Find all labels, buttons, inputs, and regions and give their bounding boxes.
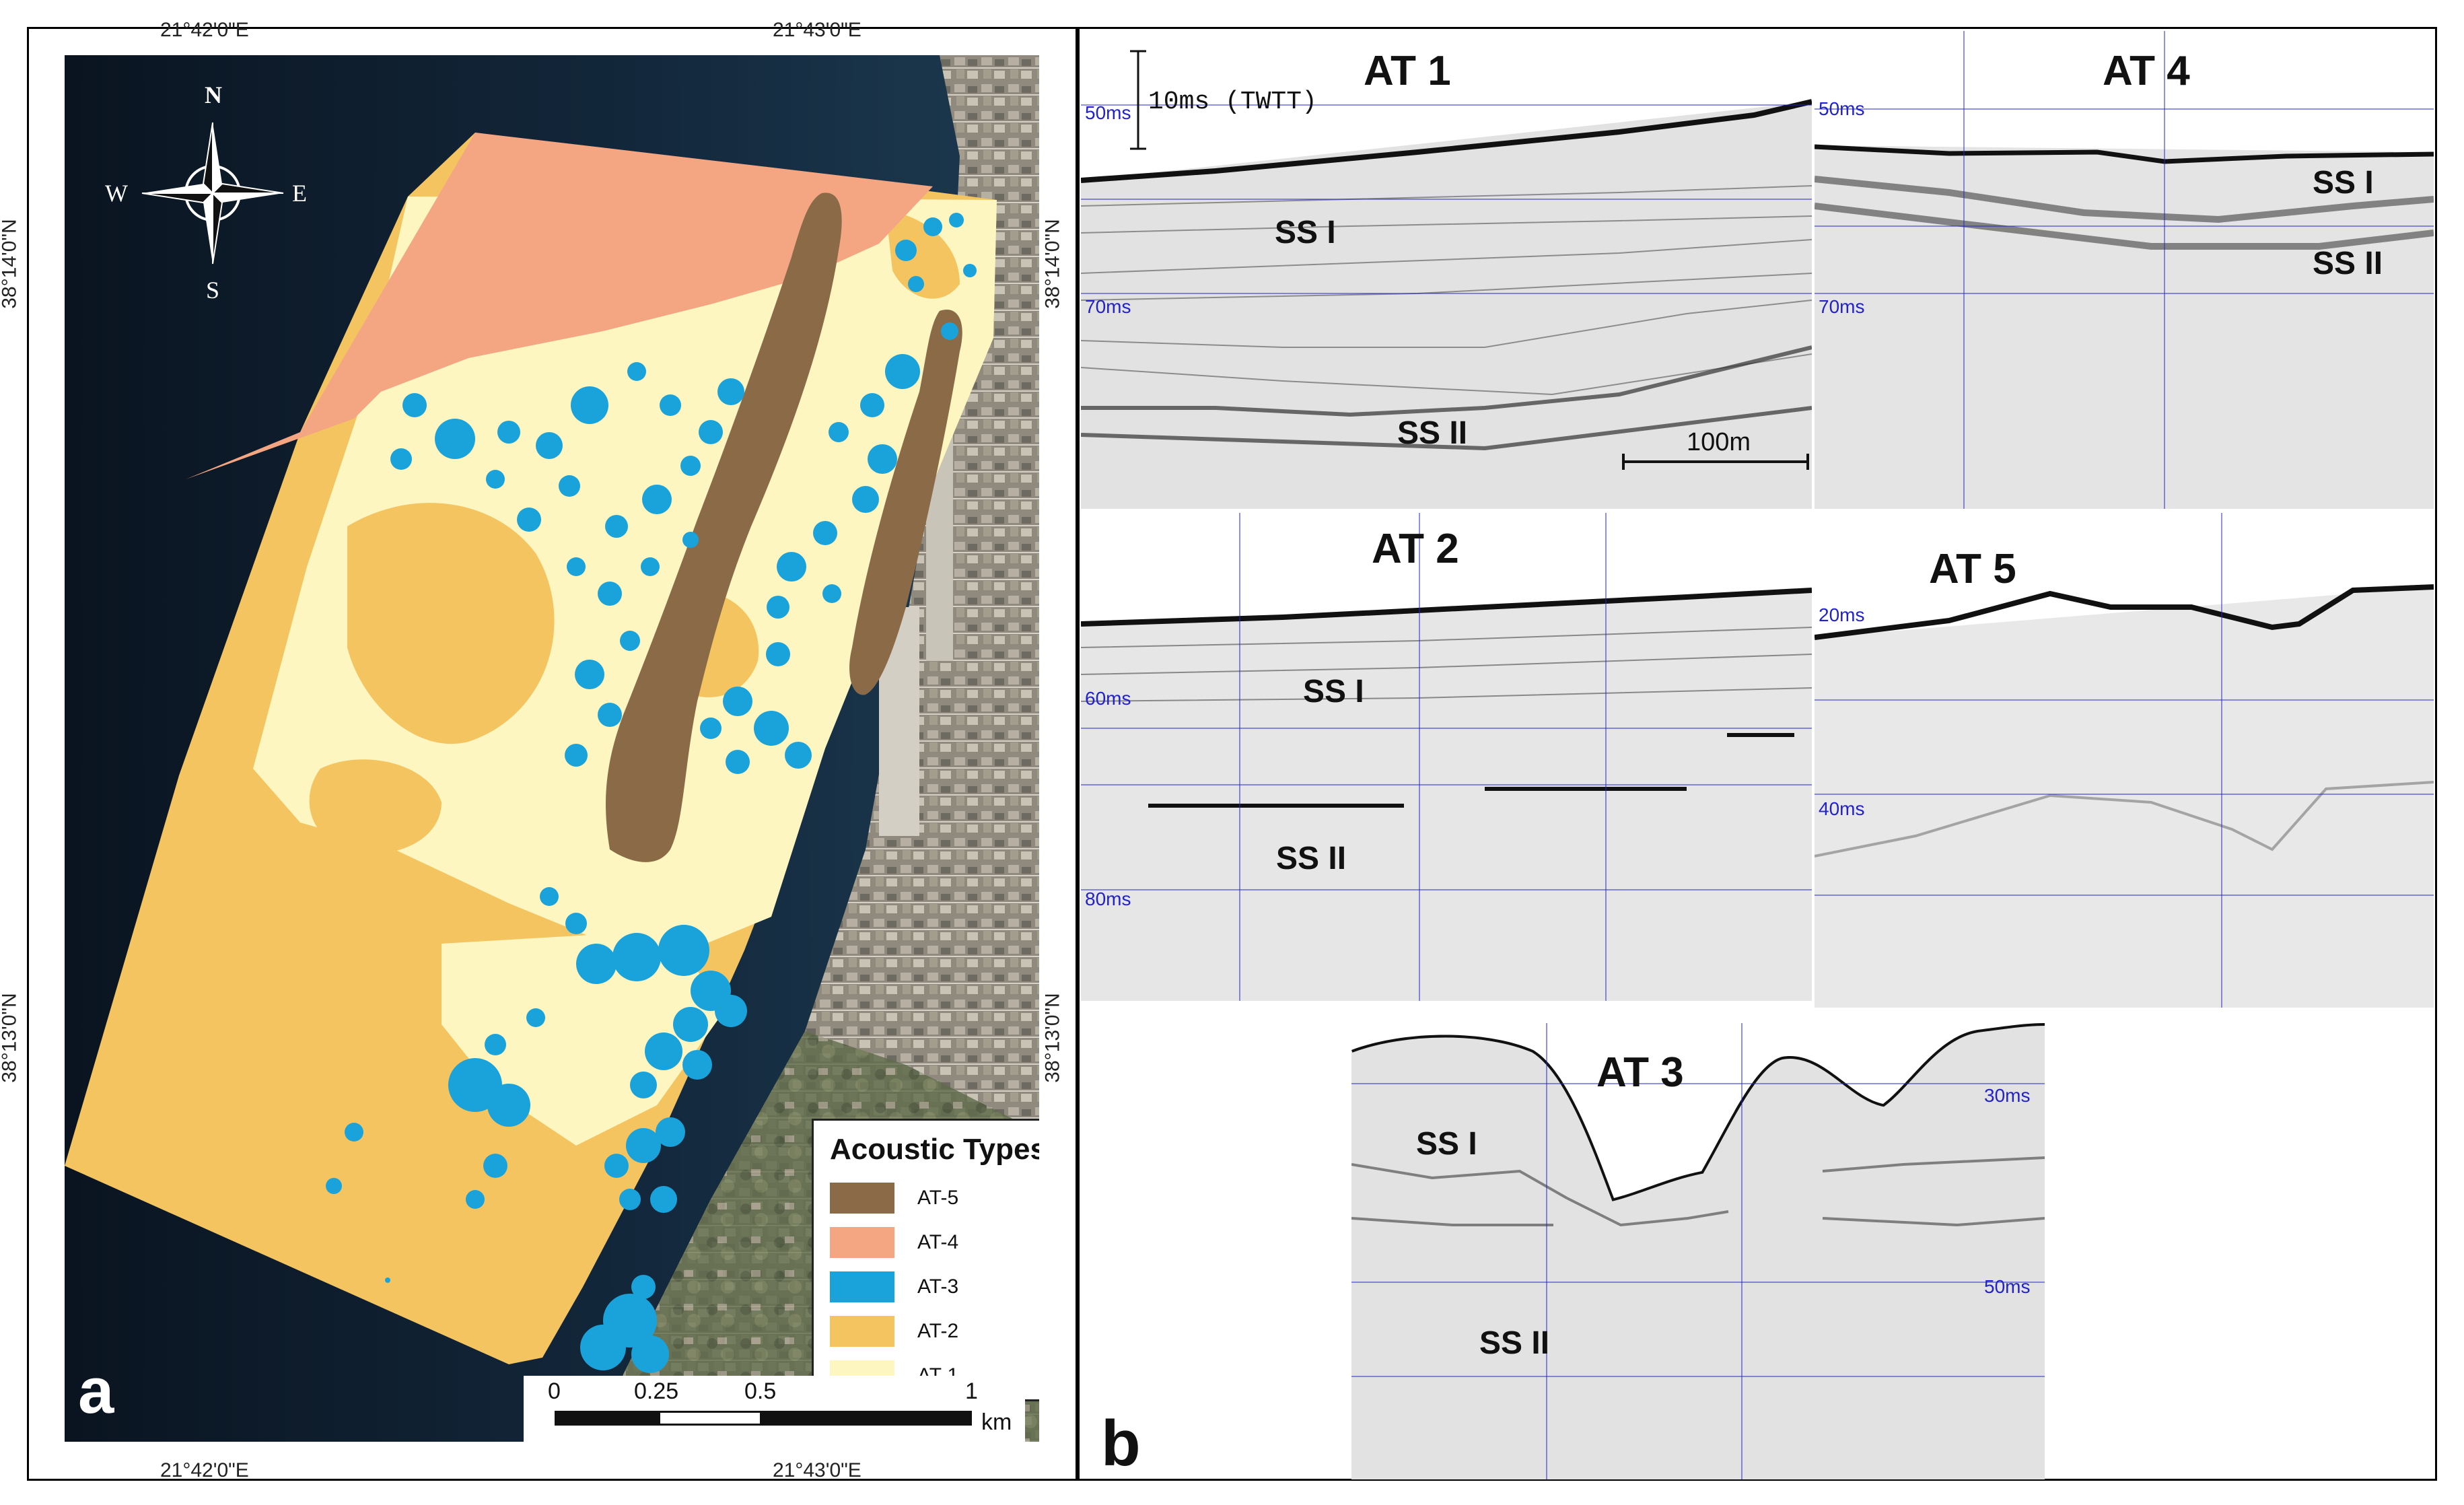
at1-zone-upper	[253, 197, 997, 964]
panel-b-frame	[1078, 27, 2437, 1481]
scale-seg-1	[555, 1411, 658, 1426]
top-lon-tick-1: 21°42'0"E	[160, 19, 249, 41]
compass-rose	[141, 122, 284, 265]
profile-at3-ss1: SS I	[1416, 1126, 1477, 1162]
at2-patch-2	[309, 759, 442, 854]
at2-patch-4	[886, 210, 960, 299]
profile-at5-ms-top: 20ms	[1819, 604, 1865, 625]
legend-label-at5: AT-5	[917, 1187, 959, 1209]
panel-a-letter: a	[78, 1355, 114, 1427]
compass-e-label: E	[292, 180, 307, 207]
legend-swatch-at4	[830, 1227, 894, 1258]
legend-label-at4: AT-4	[917, 1231, 959, 1253]
at4-zone	[186, 133, 933, 479]
profile-at3-title: AT 3	[1596, 1049, 1684, 1096]
legend-item-at5: AT-5	[830, 1176, 1039, 1220]
at2-patch-1	[347, 503, 555, 744]
compass-n-label: N	[205, 81, 222, 108]
profile-at2-ss2: SS II	[1276, 841, 1347, 876]
profile-at2: AT 2 60ms 80ms SS I SS II	[1081, 513, 1812, 1001]
profile-at1-ms-bottom: 70ms	[1085, 296, 1131, 317]
profile-at3-ms-top: 30ms	[1984, 1085, 2031, 1106]
scale-bar: 0 0.25 0.5 1 km	[524, 1376, 1025, 1443]
scale-tick-05: 0.5	[744, 1378, 777, 1404]
scale-seg-2	[658, 1411, 762, 1426]
profile-at1: AT 1 50ms 70ms 10ms (TWTT) 100m SS I SS …	[1081, 31, 1812, 509]
profile-at4-ss1: SS I	[2313, 165, 2374, 201]
profile-at5-svg	[1815, 513, 2434, 1008]
scale-tick-025: 0.25	[634, 1378, 679, 1404]
profile-at1-ss2: SS II	[1397, 415, 1468, 451]
profile-at3-ss2: SS II	[1479, 1325, 1550, 1361]
legend-item-at3: AT-3	[830, 1265, 1039, 1309]
bottom-lon-tick-2: 21°43'0"E	[773, 1459, 861, 1481]
profile-at4-ms-bottom: 70ms	[1819, 296, 1865, 317]
panel-a-frame	[27, 27, 1078, 1481]
scale-tick-1: 1	[965, 1378, 978, 1404]
compass-w-label: W	[105, 180, 128, 207]
left-lat-tick-2: 38°13'0"N	[0, 993, 21, 1083]
map-canvas: N S E W Acoustic Types AT-5 AT-4 AT-3 AT…	[65, 55, 1039, 1442]
right-lat-tick-2: 38°13'0"N	[1041, 993, 1064, 1083]
profile-at3-ms-bottom: 50ms	[1984, 1276, 2031, 1297]
profile-at4-ms-top: 50ms	[1819, 98, 1865, 119]
profile-at4-title: AT 4	[2103, 48, 2190, 94]
compass-s-label: S	[206, 277, 220, 304]
profile-at2-ss1: SS I	[1303, 674, 1364, 709]
legend-swatch-at5	[830, 1183, 894, 1214]
right-lat-tick-1: 38°14'0"N	[1041, 219, 1064, 309]
at5-feature-main	[606, 193, 842, 862]
legend-swatch-at2	[830, 1316, 894, 1347]
profile-at5-title: AT 5	[1929, 546, 2016, 592]
profile-at2-svg	[1081, 513, 1812, 1001]
legend-swatch-at3	[830, 1271, 894, 1302]
legend-title: Acoustic Types	[830, 1133, 1039, 1166]
profile-at1-svg	[1081, 31, 1812, 509]
legend-label-at3: AT-3	[917, 1275, 959, 1298]
profile-at1-hscale: 100m	[1687, 428, 1751, 456]
map-legend: Acoustic Types AT-5 AT-4 AT-3 AT-2 AT-1	[812, 1119, 1039, 1401]
profile-at1-vscale: 10ms (TWTT)	[1148, 88, 1317, 116]
profile-at2-ms-top: 60ms	[1085, 688, 1131, 709]
profile-at5: AT 5 20ms 40ms	[1815, 513, 2434, 1008]
profile-at1-ss1: SS I	[1275, 215, 1336, 250]
top-lon-tick-2: 21°43'0"E	[773, 19, 861, 41]
profile-at3: AT 3 30ms 50ms SS I SS II	[1351, 1023, 2045, 1479]
legend-label-at2: AT-2	[917, 1320, 959, 1342]
at3-blobs	[326, 213, 977, 1373]
scale-unit: km	[981, 1409, 1012, 1435]
panel-b-letter: b	[1101, 1407, 1141, 1479]
legend-item-at2: AT-2	[830, 1309, 1039, 1354]
profile-at4-ss2: SS II	[2313, 246, 2383, 281]
at5-feature-east	[849, 310, 962, 695]
scale-tick-0: 0	[548, 1378, 561, 1404]
profile-at2-ms-bottom: 80ms	[1085, 888, 1131, 909]
profile-at5-ms-bottom: 40ms	[1819, 798, 1865, 819]
profile-at1-title: AT 1	[1364, 48, 1451, 94]
profile-at3-svg	[1351, 1023, 2045, 1479]
scale-seg-3	[762, 1411, 972, 1426]
profile-at4-svg	[1815, 31, 2434, 509]
legend-item-at4: AT-4	[830, 1220, 1039, 1265]
bottom-lon-tick-1: 21°42'0"E	[160, 1459, 249, 1481]
profile-at4: AT 4 50ms 70ms SS I SS II	[1815, 31, 2434, 509]
left-lat-tick-1: 38°14'0"N	[0, 219, 21, 309]
profile-at1-ms-top: 50ms	[1085, 102, 1131, 123]
profile-at2-title: AT 2	[1372, 526, 1459, 572]
